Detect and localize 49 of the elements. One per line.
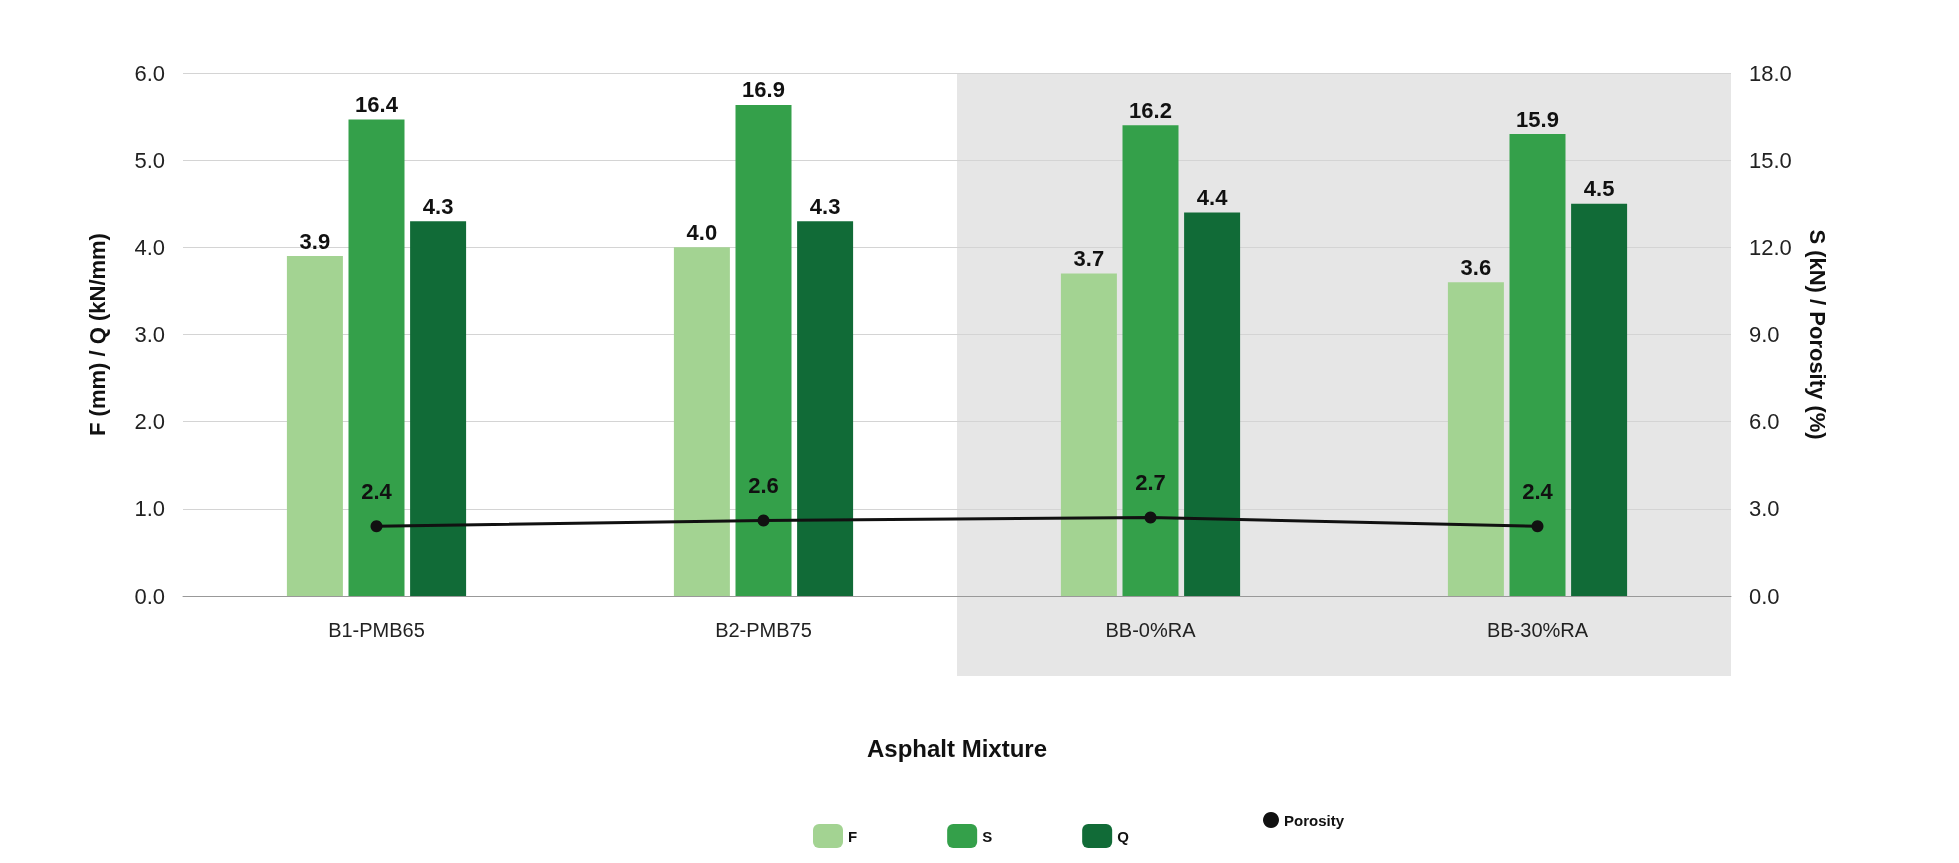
data-label: 16.9 (742, 77, 785, 103)
bar (410, 221, 467, 596)
y-axis-title: F (mm) / Q (kN/mm) (84, 233, 110, 436)
data-label: 4.5 (1583, 176, 1615, 202)
x-tick-label: BB-0%RA (1105, 619, 1197, 641)
data-label: 4.3 (809, 193, 841, 219)
y-tick-label: 5.0 (134, 147, 165, 173)
y-tick-label: 1.0 (134, 496, 165, 522)
x-axis-title: Asphalt Mixture (866, 734, 1048, 762)
y2-tick-label: 6.0 (1749, 409, 1780, 435)
legend-label: S (982, 827, 993, 845)
data-label: 2.6 (748, 472, 779, 498)
x-tick-label: B2-PMB75 (715, 619, 812, 641)
legend-label: F (848, 827, 858, 845)
y2-tick-label: 9.0 (1749, 322, 1780, 347)
y2-tick-label: 3.0 (1749, 496, 1780, 522)
data-label: 2.4 (361, 478, 393, 504)
y-tick-label: 4.0 (134, 234, 165, 260)
y2-tick-label: 15.0 (1749, 147, 1792, 173)
y2-tick-label: 18.0 (1749, 60, 1792, 86)
data-label: 15.9 (1516, 106, 1559, 132)
bar (1447, 282, 1504, 596)
legend-label: Porosity (1284, 811, 1345, 829)
y2-tick-label: 12.0 (1749, 234, 1792, 260)
bar (1571, 203, 1628, 596)
bar (1184, 212, 1241, 596)
x-tick-label: BB-30%RA (1486, 619, 1589, 641)
data-label: 4.4 (1196, 184, 1229, 210)
y-tick-label: 2.0 (134, 409, 165, 435)
x-tick-label: B1-PMB65 (328, 619, 425, 641)
data-label: 3.6 (1460, 254, 1492, 280)
bar (673, 247, 730, 596)
y2-tick-label: 0.0 (1749, 583, 1780, 609)
data-label: 3.9 (299, 228, 331, 254)
data-label: 4.3 (422, 193, 454, 219)
data-label: 2.7 (1135, 470, 1166, 496)
y2-axis-title: S (kN) / Porosity (%) (1804, 229, 1830, 440)
y-tick-label: 3.0 (134, 322, 165, 347)
y-tick-label: 0.0 (134, 583, 165, 609)
data-label: 16.4 (355, 91, 399, 117)
data-label: 2.4 (1522, 478, 1554, 504)
data-label: 4.0 (686, 219, 718, 245)
bar (797, 221, 854, 596)
bar (286, 256, 343, 596)
legend-label: Q (1117, 827, 1130, 845)
data-label: 3.7 (1073, 245, 1105, 271)
bar (1060, 273, 1117, 596)
data-label: 16.2 (1129, 97, 1172, 123)
y-tick-label: 6.0 (134, 60, 165, 86)
